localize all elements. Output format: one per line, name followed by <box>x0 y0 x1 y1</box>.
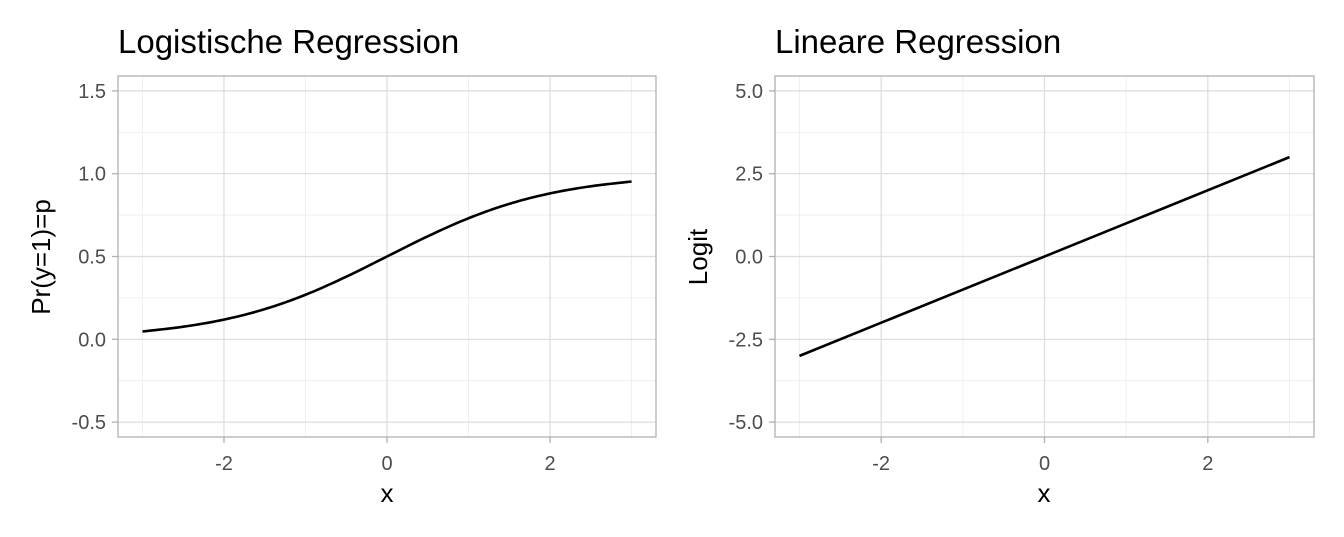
y-axis-label: Logit <box>683 228 713 285</box>
x-tick-label: -2 <box>215 453 233 475</box>
y-tick-label: 1.0 <box>78 164 106 186</box>
x-tick-label: 0 <box>381 453 392 475</box>
x-axis-label: x <box>381 478 394 508</box>
x-tick-label: -2 <box>872 453 890 475</box>
logit-line <box>799 155 1290 358</box>
tick-marks <box>112 90 551 443</box>
x-tick-label: 0 <box>1039 453 1050 475</box>
y-axis-label: Pr(y=1)=p <box>26 199 56 315</box>
y-tick-label: 1.5 <box>78 81 106 103</box>
x-tick-label: 2 <box>544 453 555 475</box>
chart-title: Logistische Regression <box>118 23 459 60</box>
y-tick-label: -2.5 <box>729 329 763 351</box>
tick-marks <box>769 90 1209 443</box>
y-tick-label: -0.5 <box>72 412 106 434</box>
x-tick-label: 2 <box>1202 453 1213 475</box>
tick-labels: -2 0 2 -0.5 0.0 0.5 1.0 1.5 <box>72 81 556 475</box>
y-tick-label: 5.0 <box>735 81 763 103</box>
y-tick-label: 0.0 <box>735 247 763 269</box>
chart-title: Lineare Regression <box>775 23 1061 60</box>
x-axis-label: x <box>1038 478 1051 508</box>
y-tick-label: -5.0 <box>729 412 763 434</box>
panel-logistic-regression: Logistische Regression -2 0 2 -0.5 0.0 0.5 1.0… <box>26 23 657 508</box>
y-tick-label: 2.5 <box>735 164 763 186</box>
panel-linear-regression: Lineare Regression -2 0 2 -5.0 -2.5 0.0 2.5 5.0… <box>683 23 1315 508</box>
y-tick-label: 0.5 <box>78 247 106 269</box>
y-tick-label: 0.0 <box>78 329 106 351</box>
gridlines <box>775 76 1314 437</box>
tick-labels: -2 0 2 -5.0 -2.5 0.0 2.5 5.0 <box>729 81 1214 475</box>
sigmoid-curve <box>142 180 632 333</box>
